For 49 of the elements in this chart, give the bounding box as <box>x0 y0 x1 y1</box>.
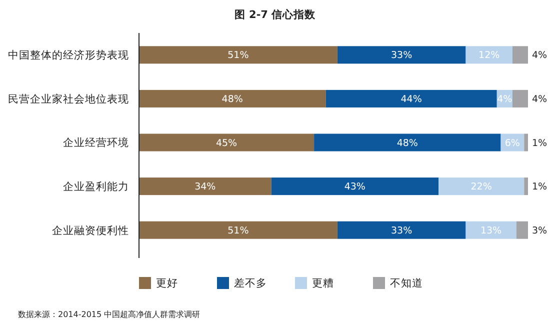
data-label: 48% <box>222 94 243 106</box>
legend-label: 不知道 <box>390 278 423 290</box>
bar <box>139 90 326 108</box>
y-tick-label: 企业融资便利性 <box>52 224 129 237</box>
data-label: 4% <box>532 94 548 106</box>
bar <box>139 178 272 196</box>
bar <box>524 134 528 152</box>
data-label: 6% <box>504 138 520 149</box>
data-label: 13% <box>480 225 502 236</box>
bar <box>512 90 528 108</box>
data-label: 1% <box>532 138 548 149</box>
bar <box>314 134 501 152</box>
data-label: 45% <box>216 138 238 149</box>
bar <box>466 46 512 64</box>
data-label: 43% <box>344 182 366 193</box>
data-label: 1% <box>532 182 548 193</box>
bar <box>326 90 497 108</box>
y-tick-label: 企业盈利能力 <box>63 180 129 193</box>
source-note: 数据来源：2014-2015 中国超高净值人群需求调研 <box>18 310 200 319</box>
legend-label: 更好 <box>156 278 178 290</box>
data-label: 34% <box>194 182 216 193</box>
bar <box>516 221 528 239</box>
data-label: 51% <box>228 50 249 62</box>
bar <box>438 178 524 196</box>
bar <box>337 221 466 239</box>
data-label: 22% <box>470 182 492 193</box>
data-label: 12% <box>478 50 500 62</box>
bar <box>271 178 439 196</box>
data-label: 33% <box>391 225 412 236</box>
data-label: 44% <box>400 94 422 106</box>
data-label: 3% <box>532 225 548 236</box>
bar <box>466 221 516 239</box>
y-tick-label: 民营企业家社会地位表现 <box>8 92 129 106</box>
chart-title: 图 2-7 信心指数 <box>234 8 317 21</box>
bar <box>524 178 528 196</box>
legend-label: 更糟 <box>312 278 334 290</box>
legend-label: 差不多 <box>234 278 267 290</box>
data-label: 51% <box>228 225 249 236</box>
bar <box>139 46 338 64</box>
bar <box>139 134 314 152</box>
y-tick-label: 中国整体的经济形势表现 <box>8 48 129 62</box>
data-label: 4% <box>497 94 512 106</box>
data-label: 48% <box>396 138 418 149</box>
bar <box>139 221 338 239</box>
bar <box>512 46 528 64</box>
bar <box>337 46 466 64</box>
data-label: 4% <box>532 50 548 62</box>
y-tick-label: 企业经营环境 <box>63 136 129 150</box>
data-label: 33% <box>391 50 412 62</box>
